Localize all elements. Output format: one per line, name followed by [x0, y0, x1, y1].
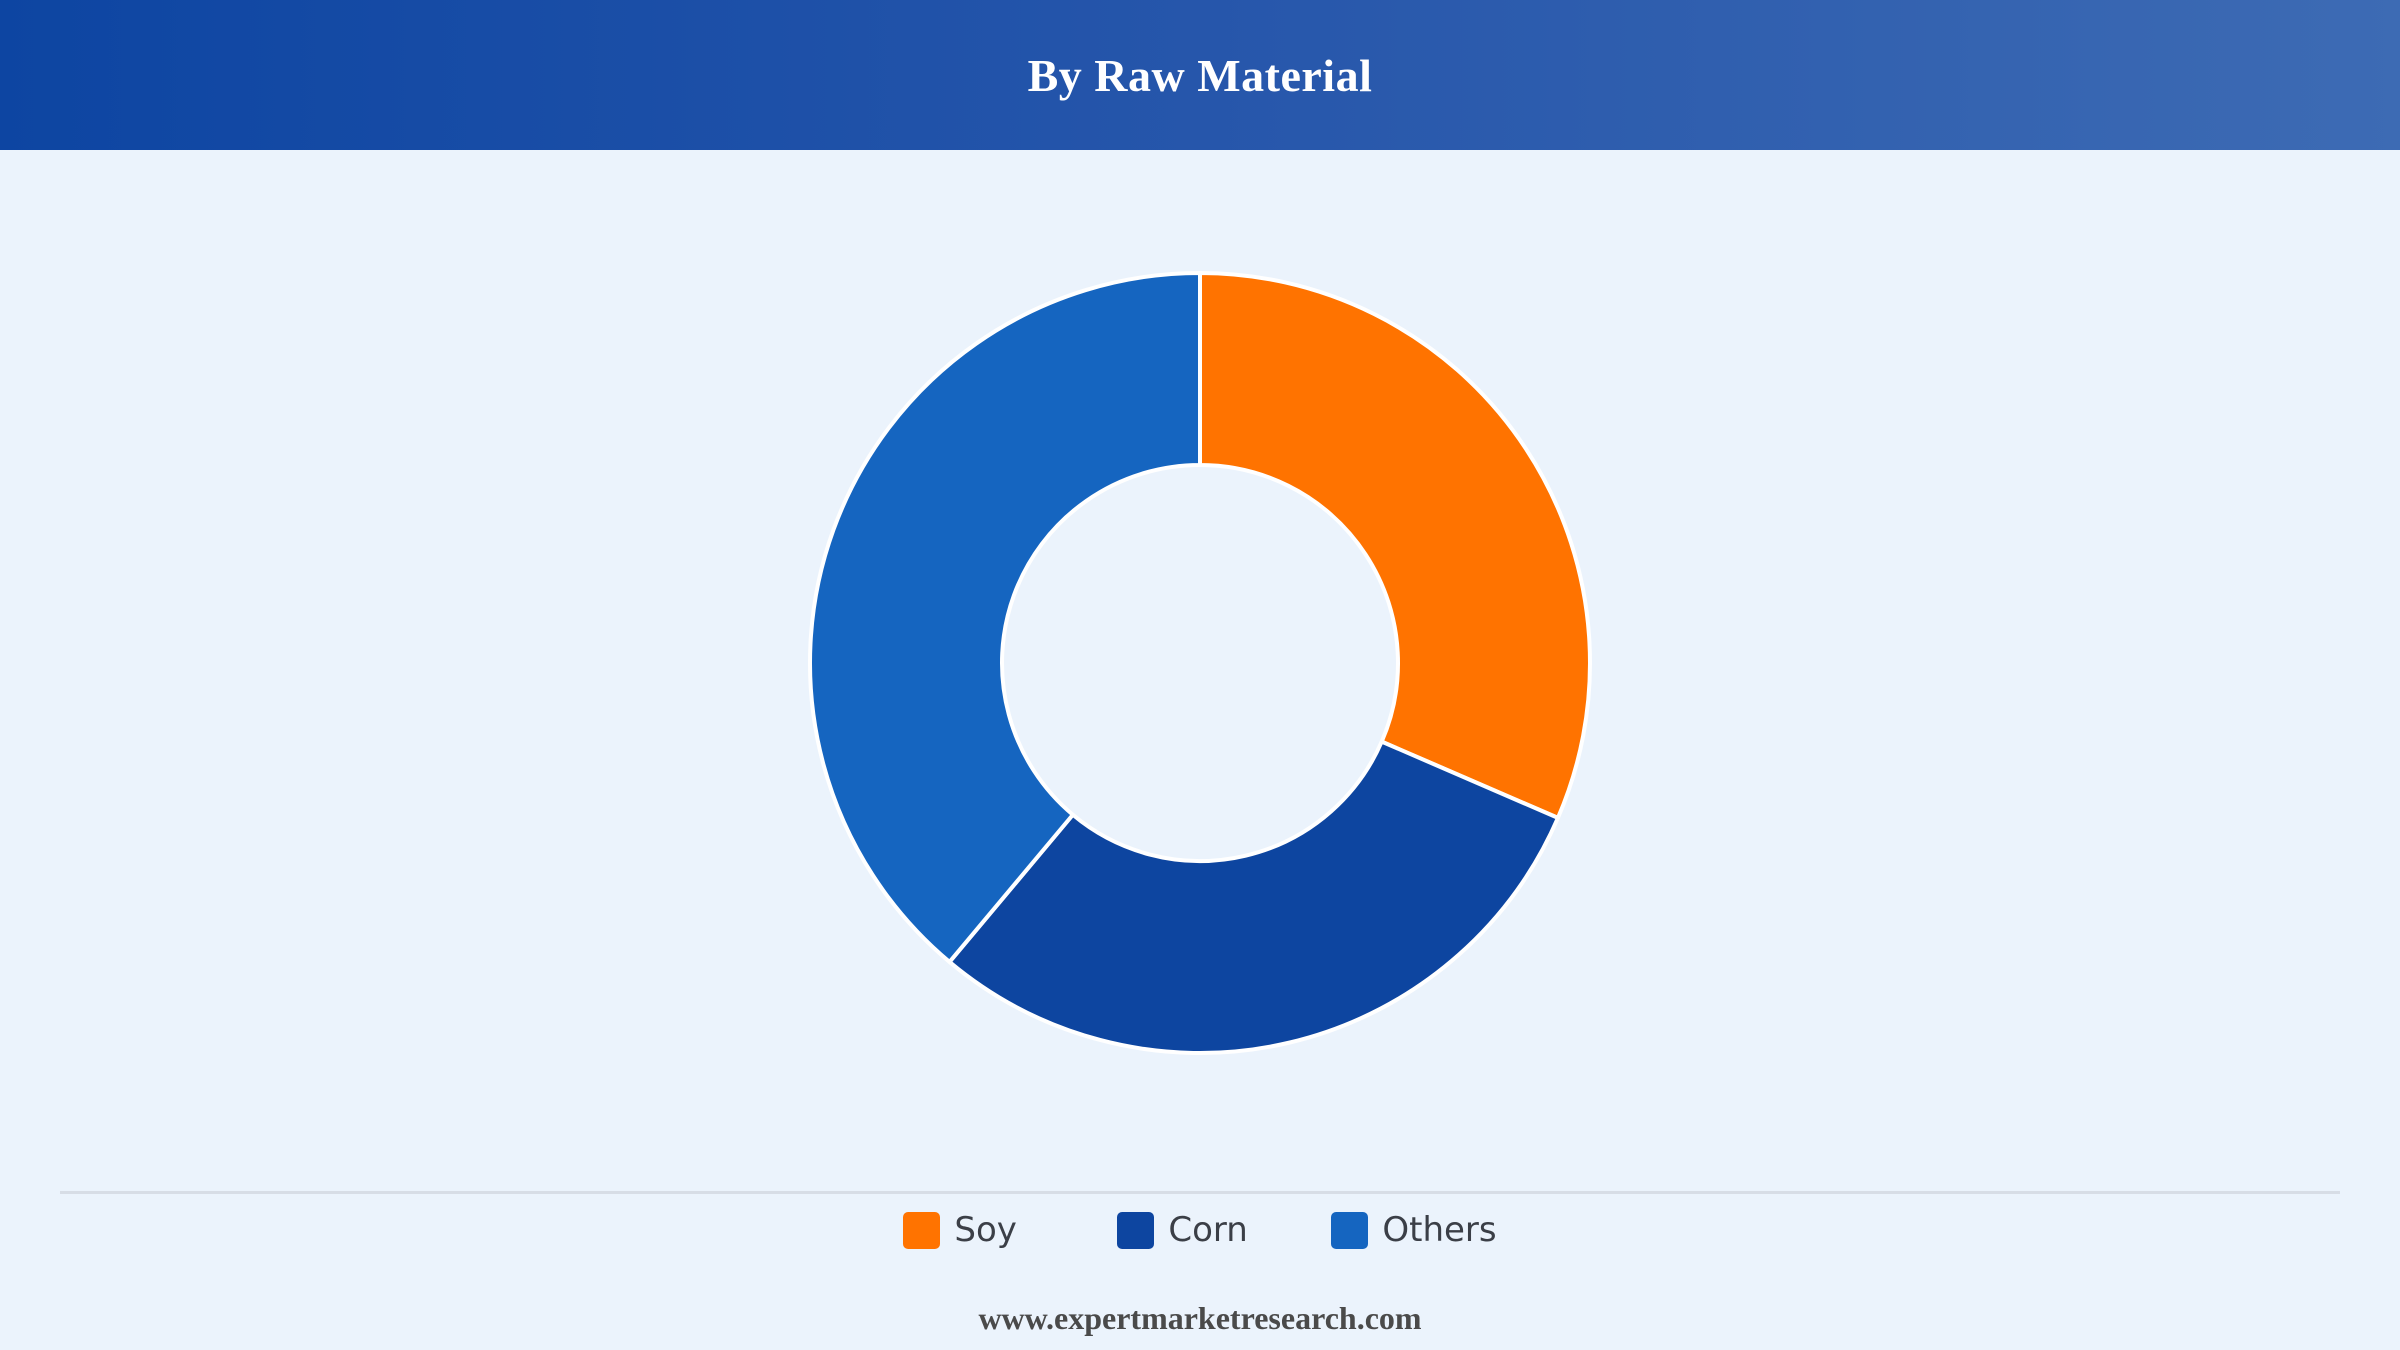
chart-legend: Soy Corn Others	[0, 1206, 2400, 1254]
legend-label-corn: Corn	[1168, 1210, 1248, 1250]
legend-swatch-soy	[903, 1211, 941, 1249]
donut-slice-corn[interactable]	[947, 739, 1560, 1055]
chart-title: By Raw Material	[1027, 49, 1373, 101]
legend-label-others: Others	[1382, 1210, 1497, 1250]
source-url: www.expertmarketresearch.com	[978, 1300, 1422, 1336]
legend-swatch-corn	[1117, 1211, 1155, 1249]
legend-divider	[60, 1191, 2340, 1194]
donut-slice-others[interactable]	[808, 271, 1202, 964]
legend-item-soy[interactable]: Soy	[903, 1210, 1053, 1250]
chart-header: By Raw Material	[0, 0, 2400, 150]
legend-item-others[interactable]: Others	[1331, 1210, 1497, 1250]
legend-label-soy: Soy	[954, 1210, 1017, 1250]
legend-item-corn[interactable]: Corn	[1117, 1210, 1267, 1250]
legend-swatch-others	[1331, 1211, 1369, 1249]
donut-chart	[808, 271, 1592, 1055]
chart-area	[0, 150, 2400, 1190]
donut-slice-soy[interactable]	[1198, 271, 1592, 820]
